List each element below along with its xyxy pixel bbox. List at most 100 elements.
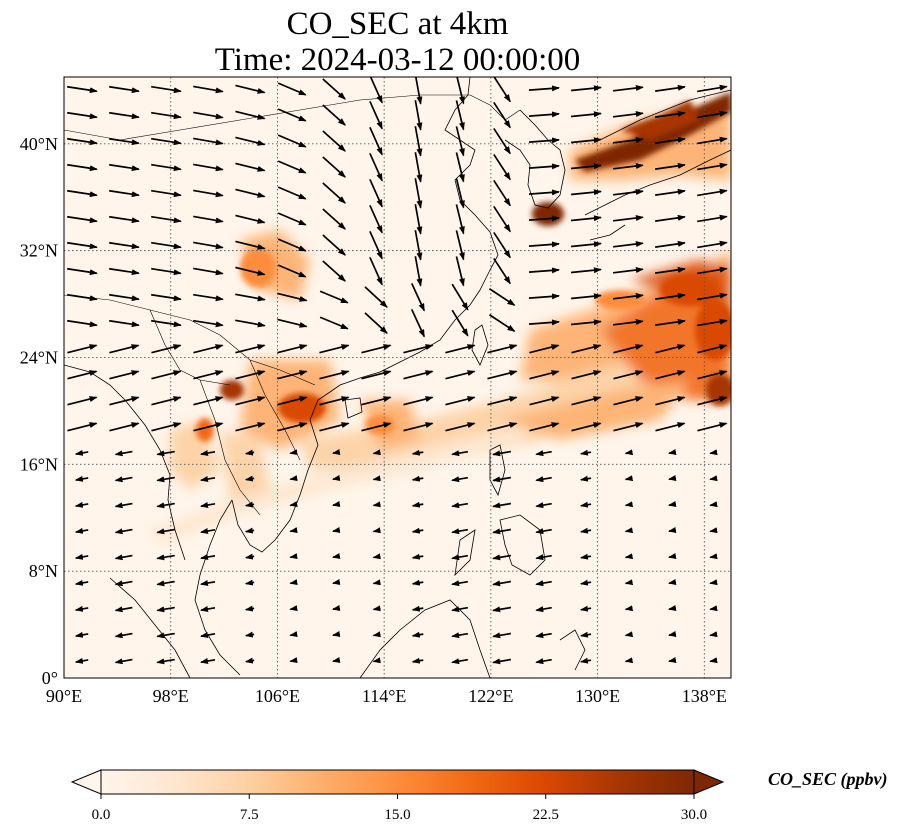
wind-arrow [487,370,518,380]
wind-arrow [528,111,560,118]
wind-arrow [493,153,511,181]
wind-arrow [445,396,476,406]
wind-arrow [156,450,175,457]
wind-arrow [200,606,216,612]
wind-arrow [109,293,140,302]
wind-arrow [114,632,133,639]
wind-arrow [74,501,89,508]
wind-arrow [277,160,307,174]
wind-arrow [492,554,512,561]
wind-arrow [369,77,383,104]
wind-arrow [403,344,434,354]
wind-arrow [114,528,133,535]
wind-arrow [570,137,602,144]
wind-arrow [414,100,423,131]
wind-arrow [624,527,634,534]
wind-arrow [613,163,644,170]
wind-arrow [709,631,718,638]
wind-arrow [535,632,552,639]
wind-arrow [151,370,182,380]
wind-arrow [570,319,602,326]
lat-tick-label: 0° [42,668,58,688]
wind-arrow [151,422,182,432]
wind-arrow [414,178,423,209]
wind-arrow [493,205,511,233]
wind-arrow [200,450,216,456]
wind-arrow [528,241,560,248]
wind-arrow [200,632,216,638]
wind-arrow [322,260,346,282]
wind-arrow [156,528,175,535]
wind-arrow [624,449,634,456]
wind-arrow [193,241,224,250]
lon-tick-label: 106°E [255,686,300,706]
wind-arrow [244,631,255,638]
wind-arrow [114,450,133,457]
wind-arrow [74,657,89,664]
wind-arrow [613,370,644,380]
wind-arrow [193,137,224,146]
wind-arrow [570,163,602,170]
wind-arrow [156,658,175,665]
wind-arrow [411,605,424,612]
wind-arrow [570,85,602,92]
wind-arrow [156,632,175,639]
colorbar-lower-extend [70,769,102,795]
wind-arrow [67,111,98,120]
wind-arrow [655,292,686,300]
wind-arrow [613,137,644,144]
colorbar-title: CO_SEC (ppbv) [768,769,888,789]
wind-arrow [493,127,511,155]
wind-arrow [655,422,686,432]
wind-arrow [579,579,592,586]
wind-arrow [109,267,140,276]
wind-arrow [535,580,552,587]
wind-arrow [528,189,560,196]
wind-arrow [109,215,140,224]
wind-arrow [114,606,133,613]
wind-arrow [114,476,133,483]
wind-arrow [492,476,512,483]
wind-arrow [613,111,644,118]
title-line-2: Time: 2024-03-12 00:00:00 [214,42,581,78]
wind-arrow [535,606,552,613]
wind-arrow [655,370,686,380]
lon-tick-label: 90°E [46,686,82,706]
wind-arrow [528,215,560,222]
wind-arrow [655,214,686,222]
wind-arrow [67,241,98,250]
wind-arrow [487,422,518,432]
wind-arrow [570,189,602,196]
wind-arrow [488,314,516,332]
wind-arrow [109,189,140,198]
wind-arrow [624,553,634,560]
wind-arrow [289,631,298,638]
wind-arrow [445,422,476,432]
wind-arrow [289,657,298,664]
wind-arrow [455,126,465,157]
title-line-1: CO_SEC at 4km [286,6,509,42]
wind-arrow [67,137,98,146]
wind-arrow [655,240,686,248]
wind-arrow [244,553,255,560]
wind-arrow [289,501,298,508]
lon-tick-label: 122°E [468,686,513,706]
wind-arrow [151,189,182,198]
wind-arrow [570,215,602,222]
wind-arrow [709,449,718,456]
wind-arrow [528,137,560,144]
wind-arrow [319,422,350,432]
wind-arrow [697,318,728,327]
wind-arrow [414,256,423,287]
wind-arrow [709,579,718,586]
wind-arrow [67,293,98,302]
wind-arrow [74,449,89,456]
wind-arrow [364,312,388,334]
lon-tick-label: 130°E [575,686,620,706]
wind-arrow [372,631,381,638]
wind-arrow [151,293,182,302]
wind-arrow [655,188,686,196]
wind-arrow [67,189,98,198]
wind-arrow [451,283,469,311]
wind-arrow [570,293,602,300]
